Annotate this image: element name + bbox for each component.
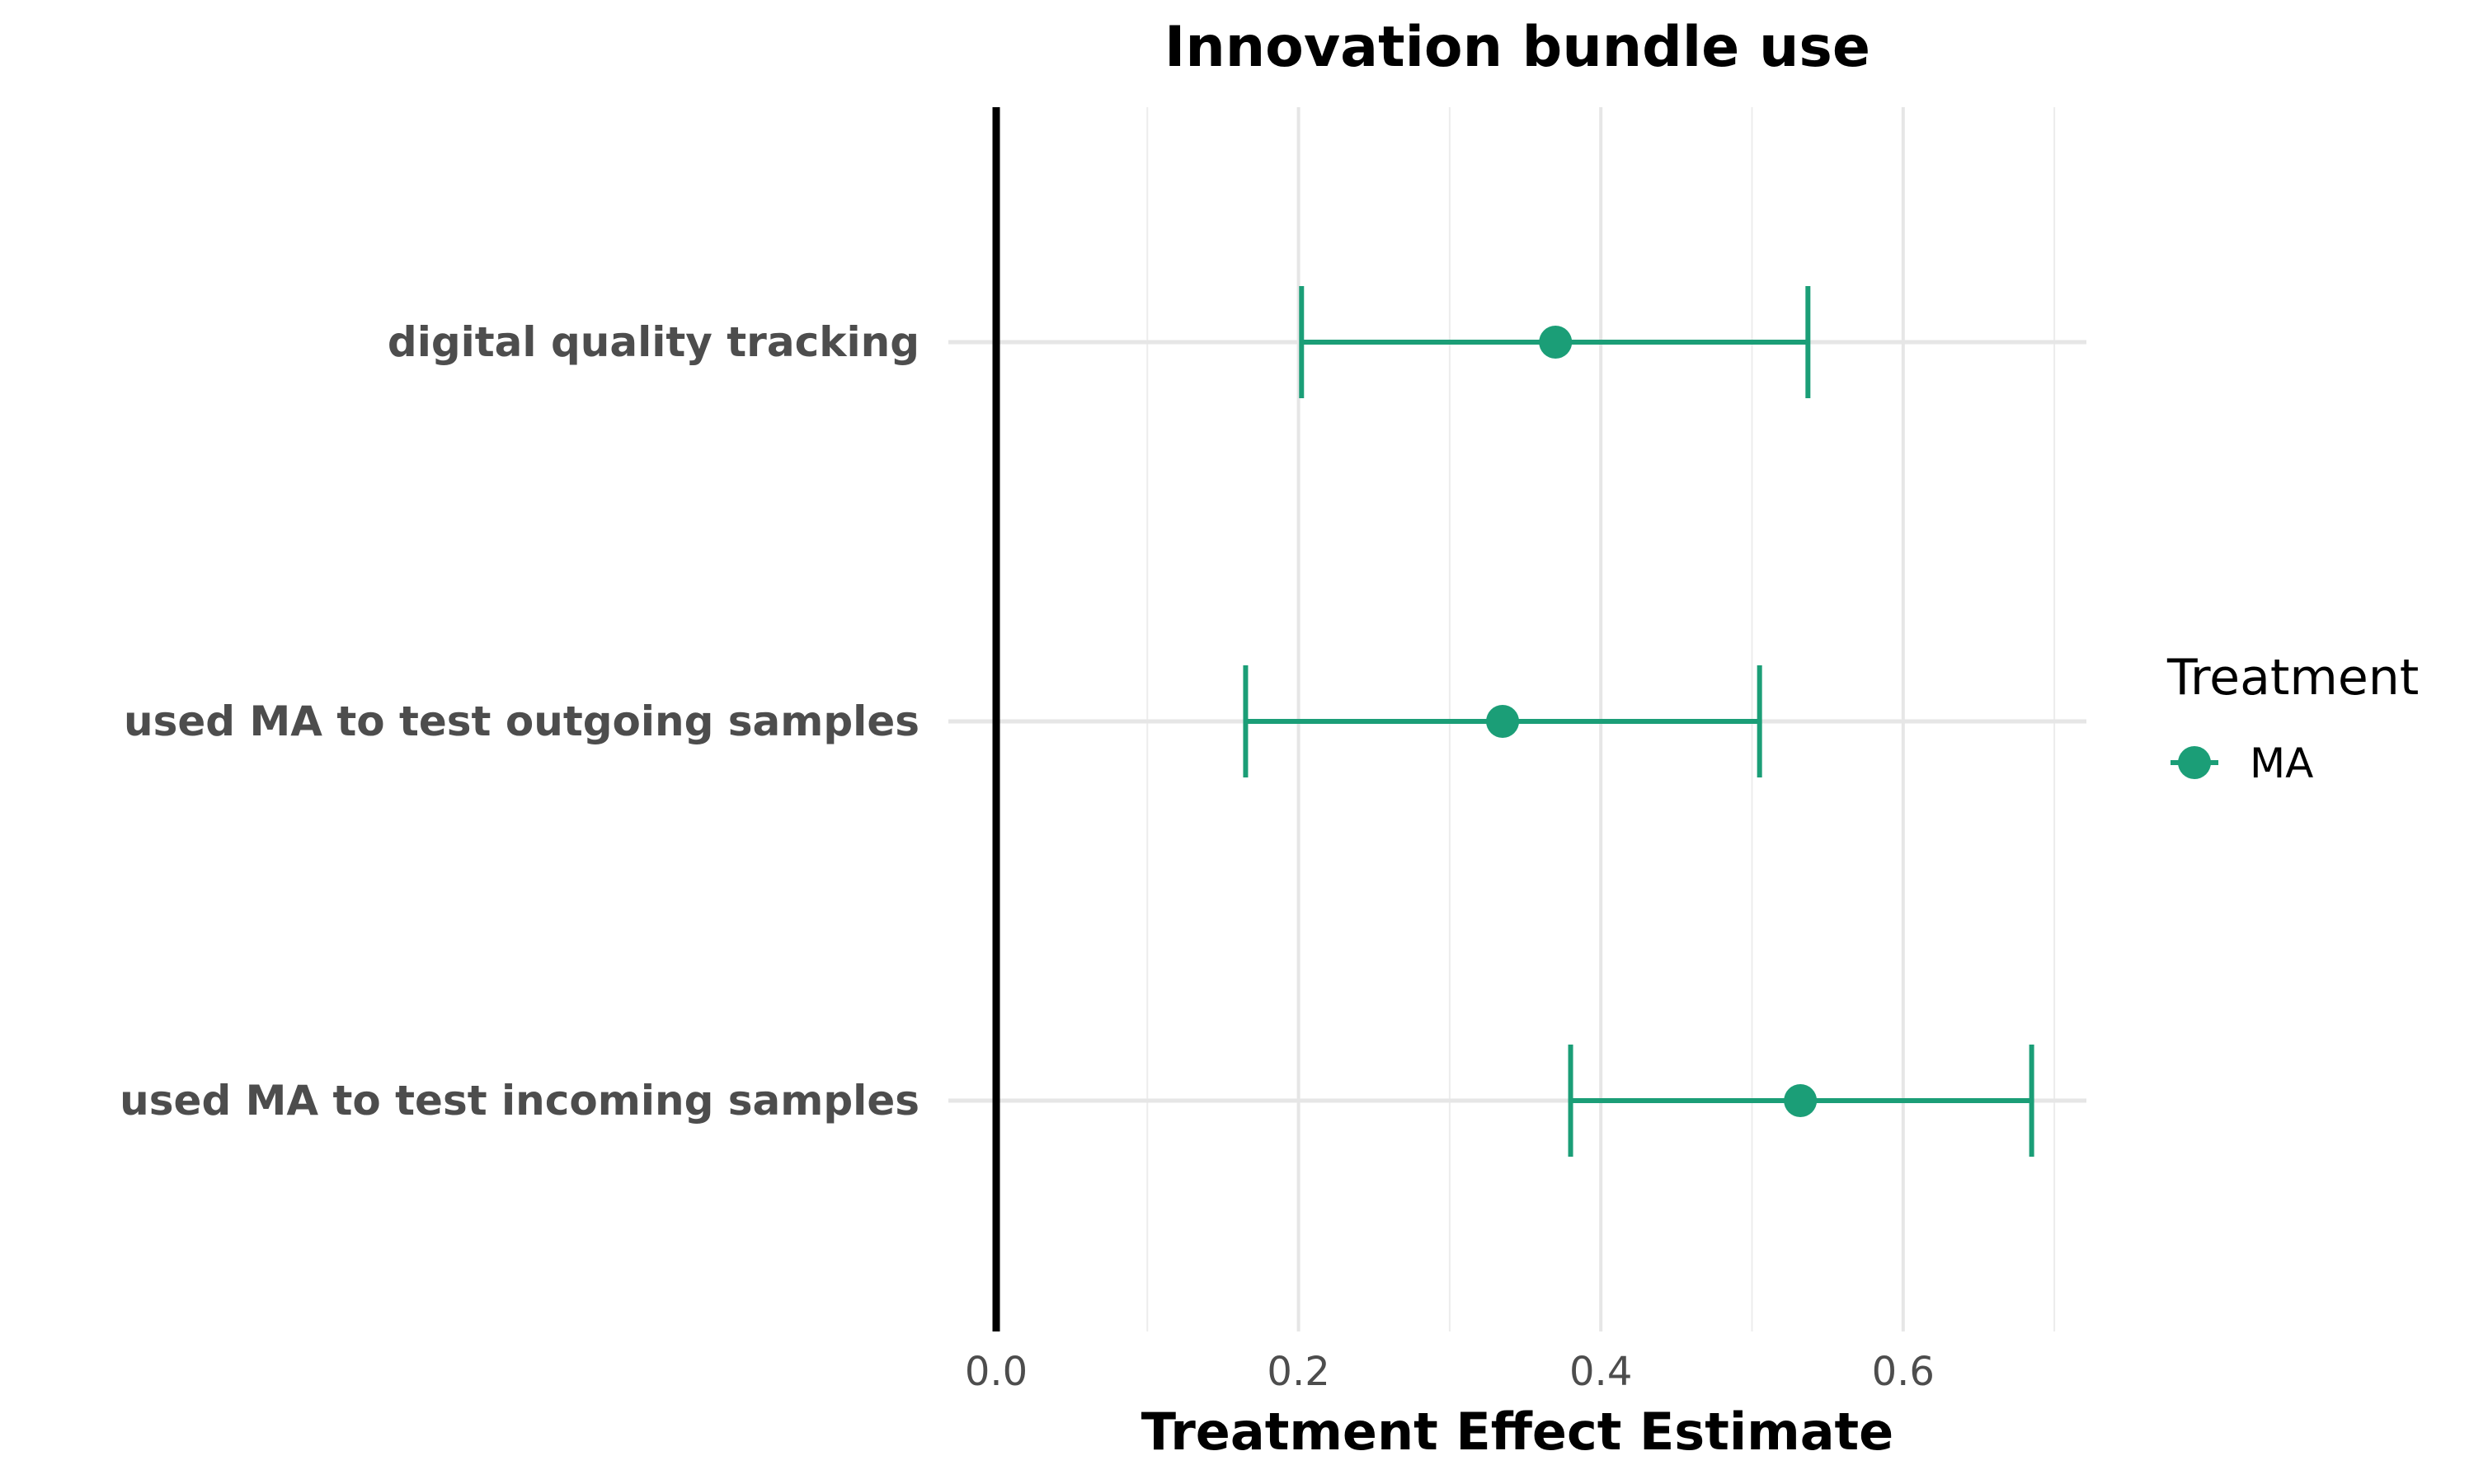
x-tick-label: 0.0 [965,1349,1028,1395]
legend-label: MA [2250,740,2313,787]
x-tick-label: 0.2 [1267,1349,1329,1395]
legend-title: Treatment [2166,649,2419,707]
legend: Treatment MA [2166,649,2419,787]
x-tick-labels: 0.0 0.2 0.4 0.6 [965,1349,1935,1395]
estimate-point [1539,326,1573,359]
estimate-point [1486,705,1520,738]
x-axis-title: Treatment Effect Estimate [1141,1402,1893,1462]
x-tick-label: 0.4 [1569,1349,1632,1395]
data-marks [1243,286,2034,1157]
estimate-point [1784,1084,1818,1117]
category-label: used MA to test incoming samples [120,1077,920,1125]
chart-title: Innovation bundle use [1164,15,1870,80]
category-label: used MA to test outgoing samples [124,697,920,745]
x-tick-label: 0.6 [1872,1349,1935,1395]
category-labels: digital quality tracking used MA to test … [120,318,920,1125]
legend-key-point [2178,746,2211,779]
category-label: digital quality tracking [388,318,920,366]
